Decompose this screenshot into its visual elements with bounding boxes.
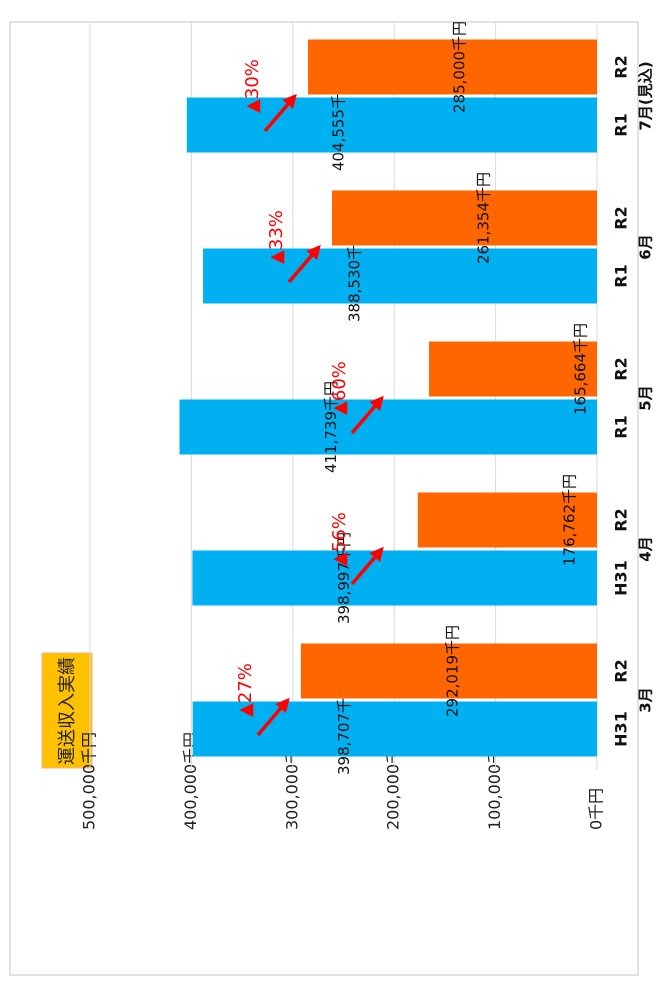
bar (429, 341, 597, 397)
sub-category-label: R1 (612, 264, 631, 287)
bar (179, 399, 598, 455)
value-label: 398,997千円 (335, 532, 353, 624)
category-label: 4月 (637, 536, 655, 561)
title-box (41, 652, 93, 769)
y-tick-label: 500,000千円 (80, 732, 99, 830)
bar (192, 701, 598, 757)
bar (331, 190, 597, 246)
value-label: 388,530千円 (346, 230, 364, 322)
category-label: 6月 (637, 234, 655, 259)
sub-category-label: R1 (612, 113, 631, 136)
bar (300, 643, 597, 699)
annotation-arrow (263, 93, 297, 133)
annotation-arrow (287, 244, 321, 284)
value-label: 285,000千円 (451, 21, 469, 113)
annotation-arrow (350, 395, 384, 435)
value-label: 398,707千円 (335, 683, 353, 775)
bar (186, 97, 598, 153)
rotated-chart: 運送収入実績 0千円100,000千円200,000千円300,000千円400… (9, 21, 655, 976)
value-label: 261,354千円 (474, 172, 492, 264)
bar (308, 39, 597, 95)
sub-category-label: H31 (612, 560, 631, 596)
annotation: ▲30% (242, 59, 263, 113)
value-label: 404,555千円 (329, 79, 347, 171)
category-label: 7月(見込) (637, 61, 655, 130)
sub-category-label: R2 (612, 55, 631, 78)
annotation-arrow (350, 546, 384, 586)
category-label: 3月 (637, 687, 655, 712)
value-label: 165,664千円 (572, 323, 590, 415)
bar (203, 248, 597, 304)
chart-title: 運送収入実績 (57, 657, 78, 765)
sub-category-label: H31 (612, 711, 631, 747)
annotation: ▲60% (329, 361, 350, 415)
bar (417, 492, 597, 548)
sub-category-label: R2 (612, 357, 631, 380)
value-label: 411,739千円 (322, 381, 340, 473)
y-tick-label: 0千円 (587, 788, 606, 830)
sub-category-label: R2 (612, 508, 631, 531)
annotation: ▲56% (329, 512, 350, 566)
value-label: 292,019千円 (443, 625, 461, 717)
sub-category-label: R2 (612, 659, 631, 682)
sub-category-label: R1 (612, 415, 631, 438)
bar (192, 550, 597, 606)
annotation-arrow (256, 697, 290, 737)
sub-category-label: R2 (612, 206, 631, 229)
annotation: ▲27% (235, 663, 256, 717)
annotation: ▲33% (266, 210, 287, 264)
value-label: 176,762千円 (560, 474, 578, 566)
category-label: 5月 (637, 385, 655, 410)
